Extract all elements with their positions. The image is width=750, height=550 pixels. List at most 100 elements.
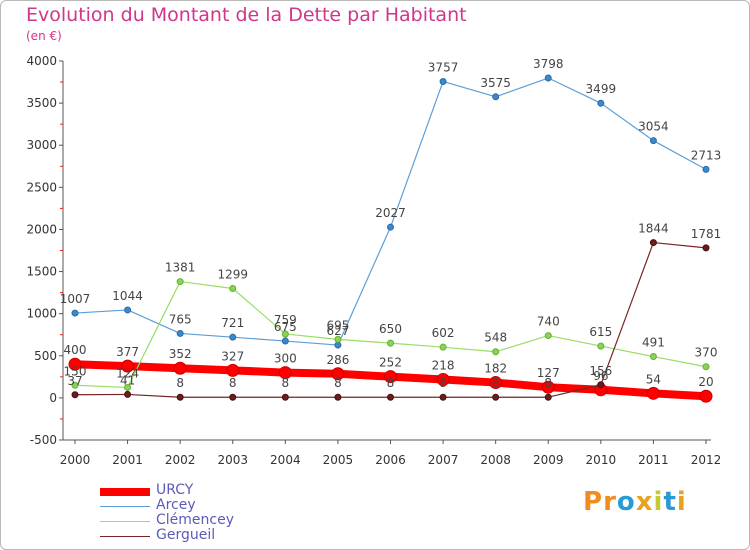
data-point-urcy (68, 357, 82, 371)
data-label-arcey: 765 (169, 312, 192, 326)
x-tick-label: 2002 (165, 453, 196, 467)
data-label-urcy: 182 (484, 362, 507, 376)
data-label-gergueil: 8 (492, 376, 500, 390)
y-tick-label: 4000 (26, 54, 57, 68)
data-label-urcy: 352 (169, 347, 192, 361)
data-point-clemencey (176, 278, 184, 286)
data-label-arcey: 1007 (60, 292, 91, 306)
data-label-arcey: 3757 (428, 60, 459, 74)
x-tick-label: 2001 (112, 453, 143, 467)
data-point-gergueil (229, 393, 237, 401)
data-point-urcy (699, 389, 713, 403)
y-tick-label: 1000 (26, 307, 57, 321)
data-label-arcey: 2713 (691, 148, 722, 162)
x-tick-label: 2009 (533, 453, 564, 467)
legend-label-clemencey: Clémencey (156, 512, 234, 528)
data-point-arcey (492, 93, 500, 101)
data-label-gergueil: 41 (120, 373, 135, 387)
y-tick-label: 3000 (26, 138, 57, 152)
logo-letter: i (653, 487, 664, 517)
data-point-clemencey (544, 332, 552, 340)
data-point-clemencey (71, 381, 79, 389)
data-point-urcy (384, 370, 397, 384)
proxiti-logo: Proxiti (583, 487, 687, 517)
data-point-gergueil (334, 393, 342, 401)
logo-letter: t (663, 487, 677, 517)
data-label-urcy: 327 (221, 349, 244, 363)
legend-swatch-arcey (100, 506, 150, 507)
data-label-clemencey: 740 (537, 315, 560, 329)
data-label-gergueil: 8 (387, 376, 395, 390)
x-tick-label: 2010 (586, 453, 617, 467)
legend-swatch-clemencey (100, 521, 150, 522)
data-label-urcy: 96 (593, 369, 608, 383)
data-point-arcey (597, 99, 605, 107)
y-tick-label: 2500 (26, 180, 57, 194)
x-tick-label: 2006 (375, 453, 406, 467)
data-label-urcy: 400 (64, 343, 87, 357)
y-tick-label: 500 (34, 349, 57, 363)
data-point-arcey (387, 223, 394, 231)
data-point-clemencey (492, 348, 500, 356)
x-tick-label: 2007 (428, 453, 459, 467)
y-tick-label: 1500 (26, 265, 57, 279)
data-point-urcy (541, 380, 555, 394)
data-point-arcey (229, 333, 237, 341)
data-label-clemencey: 370 (695, 346, 718, 360)
data-point-clemencey (124, 383, 132, 391)
data-point-clemencey (597, 342, 605, 350)
x-tick-label: 2011 (638, 453, 669, 467)
data-point-gergueil (439, 393, 447, 401)
data-label-urcy: 300 (274, 352, 297, 366)
legend-label-urcy: URCY (156, 482, 194, 498)
data-label-clemencey: 1299 (217, 267, 248, 281)
data-point-clemencey (702, 363, 710, 371)
data-label-gergueil: 8 (544, 376, 552, 390)
legend-label-arcey: Arcey (156, 497, 196, 513)
data-point-gergueil (649, 239, 657, 247)
data-point-arcey (334, 341, 342, 349)
data-label-arcey: 1044 (112, 289, 143, 303)
x-tick-label: 2003 (217, 453, 248, 467)
data-label-gergueil: 8 (176, 376, 184, 390)
data-point-clemencey (229, 284, 237, 292)
data-label-urcy: 127 (537, 366, 560, 380)
data-label-urcy: 286 (326, 353, 349, 367)
data-point-urcy (646, 386, 660, 400)
data-label-urcy: 252 (379, 356, 402, 370)
data-label-urcy: 54 (646, 372, 661, 386)
data-label-arcey: 721 (221, 316, 244, 330)
data-label-arcey: 3798 (533, 57, 564, 71)
data-label-clemencey: 615 (589, 325, 612, 339)
data-label-clemencey: 602 (432, 326, 455, 340)
y-tick-label: 3500 (26, 96, 57, 110)
data-point-gergueil (492, 393, 500, 401)
data-point-urcy (489, 376, 503, 390)
data-point-arcey (281, 337, 289, 345)
legend-label-gergueil: Gergueil (156, 527, 216, 543)
data-label-arcey: 3054 (638, 120, 669, 134)
data-point-gergueil (281, 393, 289, 401)
data-label-arcey: 2027 (375, 206, 406, 220)
logo-letter: P (583, 487, 604, 517)
data-label-arcey: 3575 (480, 76, 511, 90)
logo-letter: x (635, 487, 654, 517)
data-label-gergueil: 37 (67, 374, 82, 388)
logo-letter: i (676, 487, 687, 517)
x-tick-label: 2000 (60, 453, 91, 467)
data-point-arcey (124, 306, 132, 314)
data-point-urcy (278, 366, 292, 380)
data-label-gergueil: 8 (439, 376, 447, 390)
data-point-arcey (439, 77, 447, 85)
data-point-urcy (331, 367, 345, 381)
data-label-clemencey: 695 (326, 318, 349, 332)
x-tick-label: 2004 (270, 453, 301, 467)
y-tick-label: 2000 (26, 222, 57, 236)
data-label-gergueil: 8 (334, 376, 342, 390)
data-label-gergueil: 1844 (638, 222, 669, 236)
x-tick-label: 2008 (480, 453, 511, 467)
data-label-clemencey: 650 (379, 322, 402, 336)
data-label-gergueil: 8 (229, 376, 237, 390)
data-point-gergueil (702, 244, 710, 252)
